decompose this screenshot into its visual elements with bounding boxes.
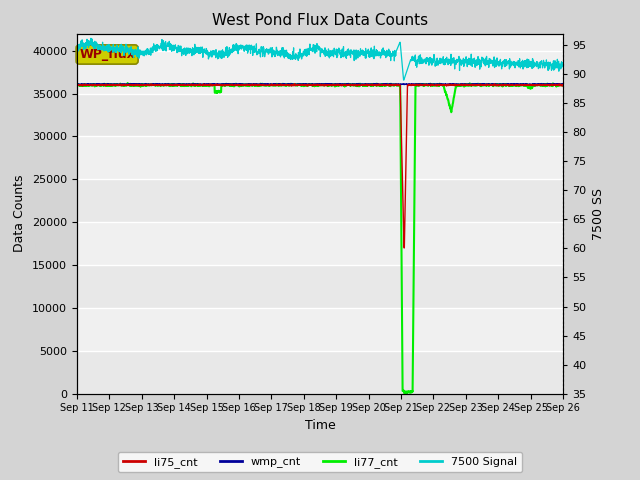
Text: WP_flux: WP_flux [79,48,135,61]
X-axis label: Time: Time [305,419,335,432]
Bar [77,308,563,351]
Bar [77,351,563,394]
Bar [77,94,563,136]
Y-axis label: 7500 SS: 7500 SS [592,188,605,240]
Bar [77,180,563,222]
Bar [77,265,563,308]
Bar [77,51,563,94]
Bar [77,222,563,265]
Bar [77,136,563,180]
Y-axis label: Data Counts: Data Counts [13,175,26,252]
Legend: li75_cnt, wmp_cnt, li77_cnt, 7500 Signal: li75_cnt, wmp_cnt, li77_cnt, 7500 Signal [118,452,522,472]
Title: West Pond Flux Data Counts: West Pond Flux Data Counts [212,13,428,28]
